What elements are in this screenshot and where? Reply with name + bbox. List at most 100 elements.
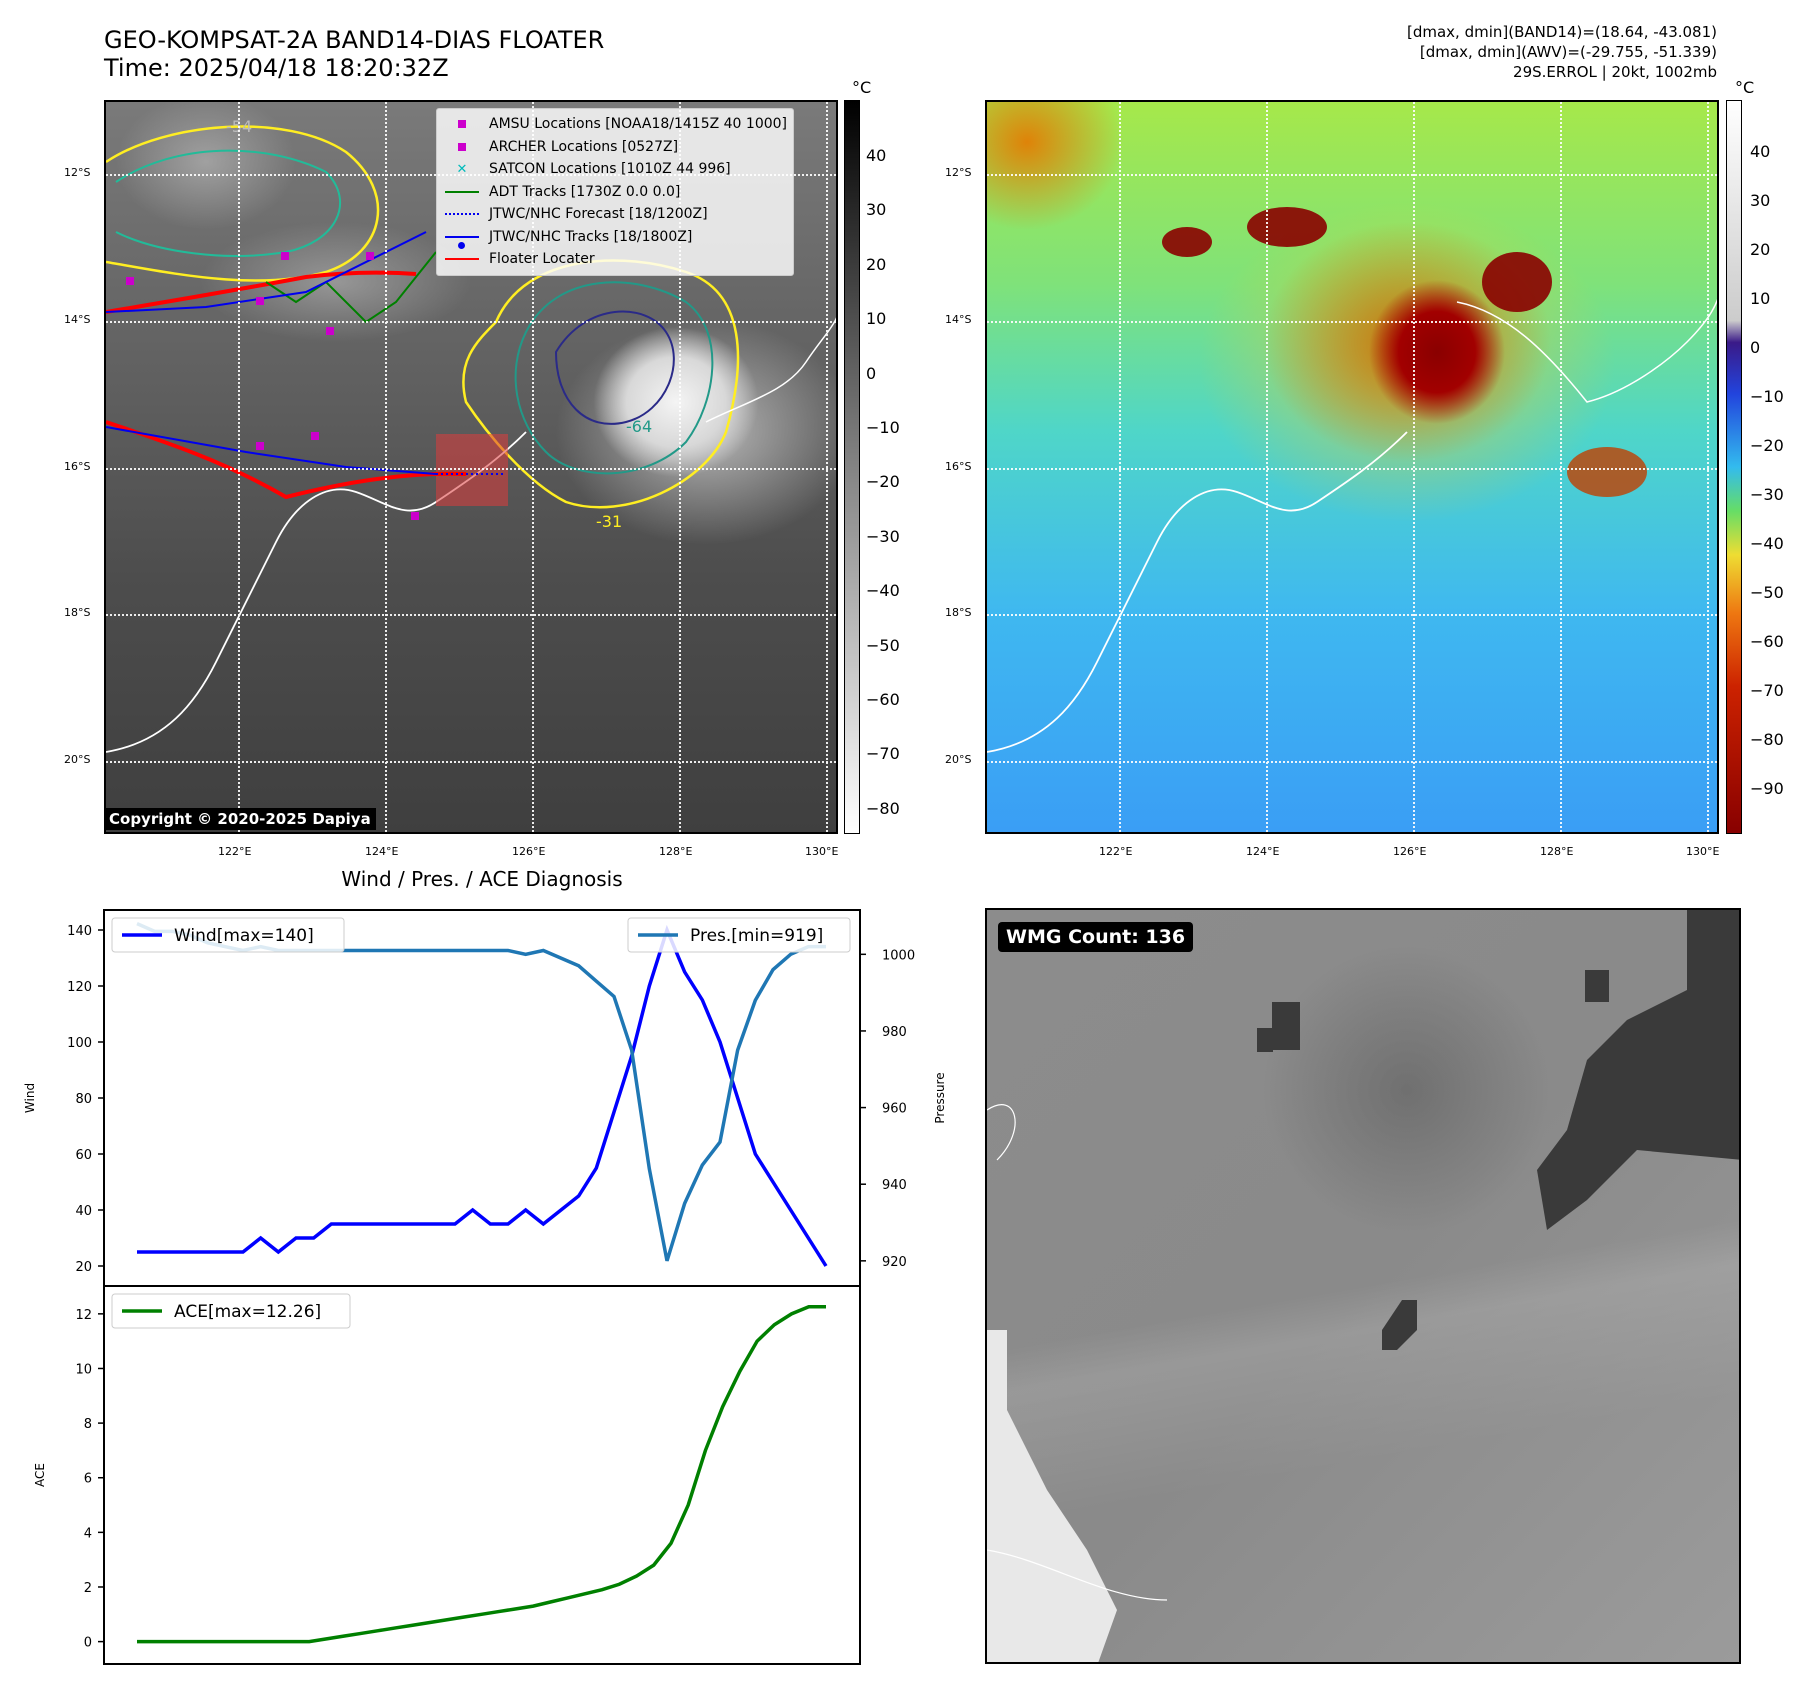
- wind-ylabel: Wind: [23, 1083, 37, 1113]
- ace-ytick-label: 10: [75, 1362, 92, 1377]
- ace-ytick-label: 0: [84, 1636, 92, 1651]
- colorbar-tick-label: −40: [1750, 534, 1784, 553]
- contour-teal: [514, 281, 714, 475]
- copyright-badge: Copyright © 2020-2025 Dapiya: [104, 808, 376, 830]
- contour-label: -64: [626, 417, 652, 436]
- wmg-dark-block: [1257, 1028, 1273, 1052]
- ace-ytick-label: 12: [75, 1308, 92, 1323]
- pressure-ytick-label: 940: [882, 1178, 907, 1193]
- wind-legend-label: Wind[max=140]: [174, 926, 314, 946]
- colorbar-tick-label: 0: [1750, 338, 1761, 357]
- diagnosis-title: Wind / Pres. / ACE Diagnosis: [341, 867, 623, 891]
- colorbar-tick-label: −70: [866, 744, 900, 764]
- wmg-dark-streak: [1382, 1300, 1417, 1350]
- pressure-legend-box: [627, 917, 851, 953]
- wind-ytick-label: 80: [75, 1092, 92, 1107]
- colorbar-color: [1726, 100, 1742, 834]
- legend-item: JTWC/NHC Forecast [18/1200Z]: [443, 203, 787, 226]
- ir-map-overlay: -31 -64 -54: [106, 117, 836, 753]
- lat-label: 20°S: [64, 753, 91, 766]
- pressure-legend-label: Pres.[min=919]: [690, 926, 823, 946]
- chart-title-line2: Time: 2025/04/18 18:20:32Z: [104, 54, 449, 82]
- coastline-east: [705, 316, 836, 423]
- pressure-line: [136, 922, 826, 1262]
- ace-ytick-label: 4: [84, 1526, 92, 1541]
- pressure-ytick-label: 1000: [882, 948, 915, 963]
- color-satellite-map: [985, 100, 1719, 834]
- wind-line: [137, 924, 828, 1267]
- legend-item: ✕ SATCON Locations [1010Z 44 996]: [456, 161, 731, 178]
- colorbar-tick-label: −40: [866, 581, 900, 601]
- info-block: [dmax, dmin](BAND14)=(18.64, -43.081) [d…: [1407, 22, 1717, 82]
- colorbar-tick-label: −50: [866, 635, 900, 655]
- colorbar-gray: [844, 100, 860, 834]
- lon-label: 128°E: [1540, 845, 1574, 858]
- jtwc-track: [106, 426, 437, 475]
- lat-label: 14°S: [945, 313, 972, 326]
- lat-label: 16°S: [64, 460, 91, 473]
- wind-ytick-label: 60: [75, 1148, 92, 1163]
- lat-label: 20°S: [945, 753, 972, 766]
- ace-ylabel: ACE: [33, 1463, 47, 1487]
- colorbar-tick-label: 40: [866, 146, 887, 165]
- colorbar-tick-label: −60: [866, 690, 900, 709]
- lat-label: 12°S: [64, 166, 91, 179]
- contour-label: -31: [596, 512, 622, 531]
- coastline-east: [1456, 298, 1717, 403]
- colorbar-tick-label: −10: [1750, 387, 1784, 406]
- lon-label: 128°E: [659, 845, 693, 858]
- lon-label: 124°E: [365, 845, 399, 858]
- pressure-ytick-label: 920: [882, 1255, 907, 1270]
- colorbar-tick-label: −70: [1750, 681, 1784, 700]
- ace-line: [137, 1304, 826, 1644]
- info-line1: [dmax, dmin](BAND14)=(18.64, -43.081): [1406, 23, 1717, 41]
- colorbar-tick-label: 30: [866, 200, 887, 220]
- lat-label: 18°S: [64, 606, 91, 619]
- lon-label: 122°E: [1099, 845, 1133, 858]
- legend-item: ADT Tracks [1730Z 0.0 0.0]: [443, 181, 787, 204]
- colorbar-tick-label: −80: [866, 798, 900, 818]
- colorbar-tick-label: 30: [1750, 191, 1771, 210]
- lon-label: 126°E: [1393, 845, 1427, 858]
- colorbar-tick-label: 10: [866, 309, 887, 329]
- wmg-overlay: [987, 910, 1739, 1662]
- ace-axes: [103, 1285, 861, 1665]
- colorbar-tick-label: −80: [1750, 730, 1784, 749]
- info-line2: [dmax, dmin](AWV)=(-29.755, -51.339): [1419, 43, 1717, 61]
- pressure-ytick-label: 980: [882, 1025, 907, 1040]
- coastline: [987, 431, 1408, 753]
- wind-ytick-label: 100: [67, 1036, 92, 1051]
- colorbar-tick-label: 20: [1750, 240, 1771, 259]
- lon-label: 130°E: [1686, 845, 1720, 858]
- colorbar-unit: °C: [852, 78, 872, 97]
- adt-track: [265, 251, 437, 324]
- wmg-coastline: [987, 1104, 1168, 1601]
- colorbar-tick-label: −60: [1750, 632, 1784, 651]
- ace-ytick-label: 6: [84, 1472, 92, 1487]
- colorbar-unit: °C: [1735, 78, 1755, 97]
- wind-ytick-label: 120: [67, 980, 92, 995]
- wmg-panel: [985, 908, 1741, 1664]
- colorbar-tick-label: 40: [1750, 142, 1771, 161]
- wmg-dark-region: [1537, 910, 1739, 1230]
- legend-item: Floater Locater: [443, 248, 787, 271]
- lat-label: 12°S: [945, 166, 972, 179]
- pressure-ytick-label: 960: [882, 1102, 907, 1117]
- wmg-dark-block: [1585, 970, 1609, 1002]
- ace-ytick-label: 2: [84, 1581, 92, 1596]
- wmg-dark-block: [1272, 1002, 1300, 1050]
- colorbar-tick-label: 20: [866, 254, 887, 274]
- legend-item: AMSU Locations [NOAA18/1415Z 40 1000]: [443, 113, 787, 136]
- lat-label: 14°S: [64, 313, 91, 326]
- legend-item: JTWC/NHC Tracks [18/1800Z]: [443, 226, 787, 249]
- wind-ytick-label: 140: [67, 924, 92, 939]
- pressure-ylabel: Pressure: [933, 1072, 947, 1123]
- lat-label: 18°S: [945, 606, 972, 619]
- chart-title-line1: GEO-KOMPSAT-2A BAND14-DIAS FLOATER: [104, 26, 605, 54]
- ace-legend-box: [111, 1293, 351, 1329]
- floater-locater-track: [106, 420, 467, 500]
- ace-ytick-label: 8: [84, 1417, 92, 1432]
- wind-legend-box: [111, 917, 345, 953]
- colorbar-tick-label: −20: [866, 472, 900, 492]
